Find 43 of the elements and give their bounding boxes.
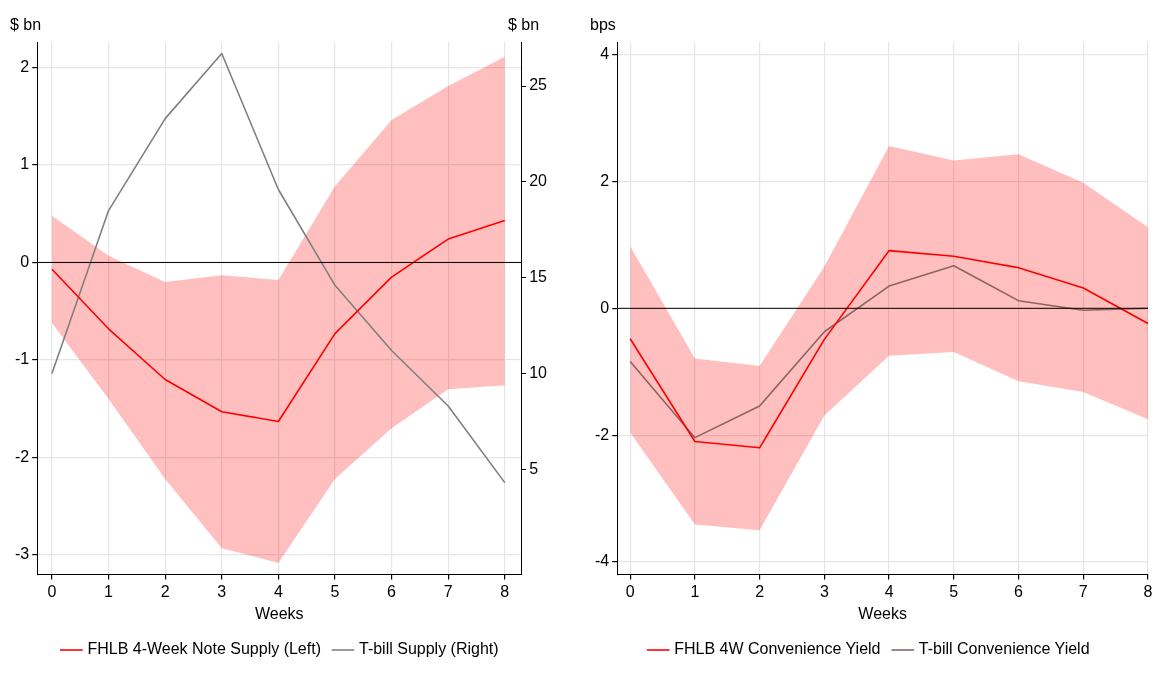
y-axis-title: bps xyxy=(590,16,616,34)
y2-tick-label: 25 xyxy=(529,76,548,94)
x-tick-label: 8 xyxy=(1143,582,1153,600)
x-tick-label: 0 xyxy=(625,582,635,600)
y2-tick-label: 15 xyxy=(529,268,548,286)
y-tick-label: 0 xyxy=(600,298,610,316)
x-tick-label: 3 xyxy=(819,582,829,600)
x-tick-label: 5 xyxy=(330,582,340,600)
y-tick-label: -4 xyxy=(594,552,610,570)
y-tick-label: 1 xyxy=(20,155,30,173)
legend-label: T-bill Supply (Right) xyxy=(358,640,499,658)
legend-label: FHLB 4-Week Note Supply (Left) xyxy=(87,640,321,658)
y2-tick-label: 10 xyxy=(529,363,548,381)
y-tick-label: -3 xyxy=(14,545,30,563)
y-tick-label: -2 xyxy=(14,447,30,465)
legend-label: FHLB 4W Convenience Yield xyxy=(674,640,881,658)
x-axis-title: Weeks xyxy=(858,604,907,622)
x-tick-label: 3 xyxy=(217,582,227,600)
x-tick-label: 1 xyxy=(104,582,114,600)
x-tick-label: 7 xyxy=(443,582,453,600)
x-axis-title: Weeks xyxy=(254,604,304,622)
y-tick-label: -1 xyxy=(14,350,30,368)
y-tick-label: 4 xyxy=(600,45,610,63)
x-tick-label: 4 xyxy=(884,582,894,600)
x-tick-label: 6 xyxy=(1014,582,1024,600)
x-tick-label: 5 xyxy=(949,582,959,600)
y-tick-label: 2 xyxy=(20,57,30,75)
x-tick-label: 8 xyxy=(500,582,510,600)
y-tick-label: 2 xyxy=(600,171,610,189)
y2-axis-title: $ bn xyxy=(508,16,540,34)
x-tick-label: 2 xyxy=(755,582,765,600)
x-tick-label: 6 xyxy=(387,582,397,600)
y-axis-title: $ bn xyxy=(10,16,42,34)
x-tick-label: 0 xyxy=(47,582,57,600)
y-tick-label: 0 xyxy=(20,252,30,270)
y-tick-label: -2 xyxy=(594,425,610,443)
x-tick-label: 1 xyxy=(690,582,700,600)
x-tick-label: 7 xyxy=(1078,582,1088,600)
legend-label: T-bill Convenience Yield xyxy=(918,640,1090,658)
x-tick-label: 4 xyxy=(273,582,283,600)
y2-tick-label: 5 xyxy=(529,459,539,477)
x-tick-label: 2 xyxy=(160,582,170,600)
y2-tick-label: 20 xyxy=(529,172,548,190)
